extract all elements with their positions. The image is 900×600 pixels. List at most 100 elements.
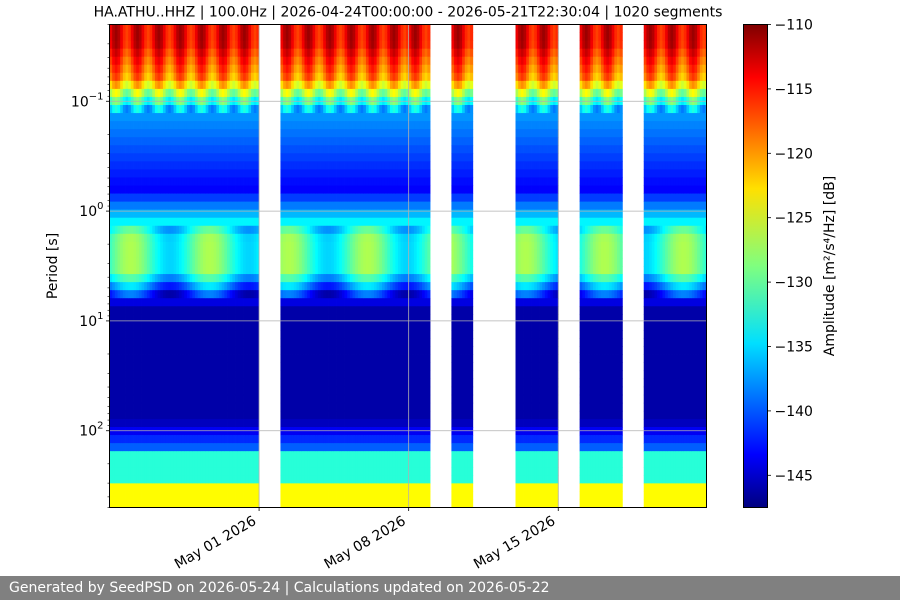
heatmap-cell [149, 40, 153, 50]
heatmap-cell [240, 24, 244, 33]
heatmap-cell [320, 467, 324, 476]
heatmap-cell [325, 274, 329, 283]
heatmap-cell [200, 193, 204, 202]
heatmap-cell [211, 225, 215, 235]
heatmap-cell [216, 427, 220, 436]
heatmap-cell [296, 113, 300, 122]
heatmap-cell [251, 145, 255, 154]
heatmap-cell [211, 266, 215, 275]
heatmap-cell [328, 145, 332, 154]
heatmap-cell [211, 169, 215, 178]
heatmap-cell [288, 161, 292, 170]
heatmap-cell [243, 72, 247, 82]
heatmap-cell [339, 410, 343, 420]
heatmap-cell [146, 290, 150, 299]
heatmap-cell [162, 362, 166, 372]
heatmap-cell [122, 370, 126, 380]
heatmap-cell [138, 298, 142, 307]
heatmap-cell [227, 257, 231, 267]
heatmap-cell [128, 459, 132, 468]
heatmap-cell [157, 459, 161, 468]
heatmap-cell [344, 354, 348, 363]
heatmap-cell [168, 370, 172, 380]
heatmap-cell [224, 24, 228, 33]
heatmap-cell [136, 185, 140, 194]
heatmap-cell [176, 306, 180, 315]
heatmap-cell [202, 153, 207, 162]
heatmap-cell [178, 80, 183, 90]
heatmap-cell [160, 257, 164, 267]
heatmap-cell [138, 177, 142, 186]
heatmap-cell [219, 225, 223, 235]
heatmap-cell [320, 394, 324, 404]
heatmap-cell [138, 418, 142, 428]
heatmap-cell [213, 161, 217, 170]
heatmap-cell [141, 378, 145, 388]
heatmap-cell [309, 80, 313, 90]
heatmap-cell [146, 451, 150, 460]
heatmap-cell [112, 467, 116, 476]
heatmap-cell [181, 266, 185, 275]
heatmap-cell [285, 105, 289, 114]
heatmap-cell [248, 249, 252, 259]
heatmap-cell [288, 225, 292, 235]
heatmap-cell [114, 418, 118, 428]
heatmap-cell [109, 169, 113, 178]
heatmap-cell [189, 177, 193, 186]
heatmap-cell [325, 483, 329, 492]
heatmap-cell [245, 499, 249, 508]
heatmap-cell [283, 24, 287, 33]
heatmap-cell [205, 137, 209, 146]
heatmap-cell [280, 64, 284, 74]
heatmap-cell [307, 402, 311, 412]
heatmap-cell [285, 491, 289, 500]
heatmap-cell [152, 209, 156, 219]
heatmap-cell [125, 217, 129, 227]
heatmap-cell [125, 145, 129, 154]
heatmap-cell [216, 346, 220, 355]
heatmap-cell [256, 266, 260, 275]
heatmap-cell [186, 298, 191, 307]
heatmap-cell [339, 185, 343, 194]
heatmap-cell [312, 113, 316, 122]
heatmap-cell [211, 56, 215, 66]
heatmap-cell [339, 370, 343, 380]
heatmap-cell [173, 475, 177, 484]
heatmap-cell [224, 105, 228, 114]
heatmap-cell [178, 322, 183, 331]
heatmap-cell [154, 314, 158, 323]
heatmap-cell [173, 491, 177, 500]
heatmap-cell [168, 410, 172, 420]
heatmap-cell [109, 418, 113, 428]
heatmap-cell [307, 475, 311, 484]
heatmap-cell [130, 56, 134, 66]
heatmap-cell [178, 121, 183, 130]
heatmap-cell [224, 161, 228, 170]
heatmap-cell [168, 378, 172, 388]
heatmap-cell [251, 56, 255, 66]
heatmap-cell [309, 161, 313, 170]
heatmap-cell [200, 418, 204, 428]
heatmap-cell [160, 193, 164, 202]
heatmap-cell [138, 402, 142, 412]
heatmap-cell [317, 451, 321, 460]
heatmap-cell [208, 402, 212, 412]
heatmap-cell [288, 24, 292, 33]
heatmap-cell [328, 370, 332, 380]
heatmap-cell [117, 209, 121, 219]
heatmap-cell [229, 193, 233, 202]
heatmap-cell [160, 290, 164, 299]
heatmap-cell [349, 282, 353, 291]
heatmap-cell [229, 346, 233, 355]
heatmap-cell [320, 362, 324, 372]
heatmap-cell [202, 290, 207, 299]
heatmap-cell [253, 418, 257, 428]
heatmap-cell [299, 410, 303, 420]
heatmap-cell [173, 32, 177, 41]
heatmap-cell [245, 249, 249, 259]
heatmap-cell [178, 153, 183, 162]
heatmap-cell [197, 153, 201, 162]
heatmap-cell [344, 113, 348, 122]
heatmap-cell [320, 241, 324, 251]
